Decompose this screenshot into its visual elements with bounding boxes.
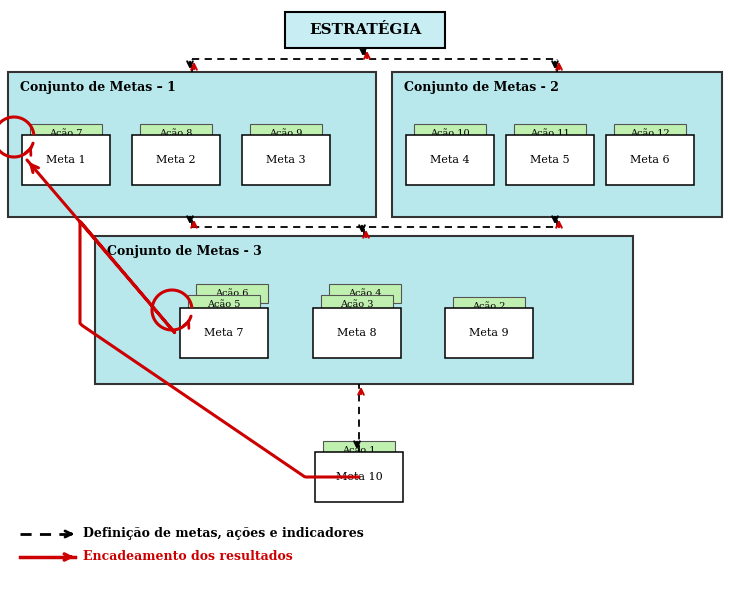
Text: Meta 5: Meta 5: [530, 155, 570, 165]
Text: Ação 7: Ação 7: [49, 129, 82, 138]
Bar: [445, 308, 533, 358]
Text: Meta 3: Meta 3: [266, 155, 306, 165]
Text: Ação 11: Ação 11: [530, 129, 570, 138]
Text: Encadeamento dos resultados: Encadeamento dos resultados: [83, 550, 293, 563]
Text: Meta 7: Meta 7: [204, 328, 244, 338]
Text: Ação 5: Ação 5: [207, 300, 241, 309]
Text: Conjunto de Metas - 3: Conjunto de Metas - 3: [107, 244, 262, 258]
Bar: [132, 135, 220, 185]
Text: Meta 8: Meta 8: [337, 328, 377, 338]
Bar: [315, 452, 403, 502]
Text: Meta 1: Meta 1: [46, 155, 86, 165]
Bar: [285, 12, 445, 48]
Bar: [140, 124, 212, 143]
Bar: [506, 135, 594, 185]
Text: Meta 9: Meta 9: [469, 328, 509, 338]
Bar: [180, 308, 268, 358]
Text: Ação 1: Ação 1: [342, 445, 376, 455]
Text: Meta 2: Meta 2: [156, 155, 196, 165]
Text: Ação 12: Ação 12: [630, 129, 670, 138]
Text: Meta 10: Meta 10: [336, 472, 383, 482]
Bar: [614, 124, 686, 143]
Text: Ação 8: Ação 8: [159, 129, 193, 138]
Bar: [95, 236, 633, 384]
Bar: [242, 135, 330, 185]
Bar: [392, 72, 722, 217]
Bar: [453, 297, 525, 316]
Bar: [414, 124, 486, 143]
Bar: [250, 124, 322, 143]
Bar: [8, 72, 376, 217]
Text: Meta 4: Meta 4: [430, 155, 470, 165]
Bar: [514, 124, 586, 143]
Bar: [196, 284, 268, 303]
Text: Ação 4: Ação 4: [348, 288, 382, 299]
Text: ESTRATÉGIA: ESTRATÉGIA: [309, 23, 421, 37]
Bar: [30, 124, 102, 143]
Text: Conjunto de Metas - 2: Conjunto de Metas - 2: [404, 81, 559, 93]
Text: Ação 2: Ação 2: [472, 302, 506, 311]
Bar: [323, 441, 395, 460]
Text: Ação 3: Ação 3: [340, 300, 374, 309]
Bar: [313, 308, 401, 358]
Text: Conjunto de Metas – 1: Conjunto de Metas – 1: [20, 81, 176, 93]
Text: Ação 10: Ação 10: [430, 129, 470, 138]
Bar: [188, 295, 260, 314]
Bar: [406, 135, 494, 185]
Text: Ação 9: Ação 9: [269, 129, 303, 138]
Text: Ação 6: Ação 6: [215, 288, 249, 299]
Bar: [329, 284, 401, 303]
Text: Definição de metas, ações e indicadores: Definição de metas, ações e indicadores: [83, 527, 364, 541]
Text: Meta 6: Meta 6: [630, 155, 670, 165]
Bar: [606, 135, 694, 185]
Bar: [22, 135, 110, 185]
Bar: [321, 295, 393, 314]
